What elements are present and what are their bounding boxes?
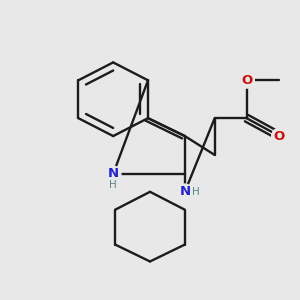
Circle shape (105, 166, 121, 182)
Circle shape (272, 128, 287, 144)
Text: N: N (108, 167, 119, 180)
Text: O: O (241, 74, 252, 87)
Text: H: H (192, 187, 200, 197)
Circle shape (239, 73, 254, 88)
Circle shape (177, 184, 193, 200)
Text: O: O (274, 130, 285, 142)
Circle shape (191, 186, 202, 197)
Text: H: H (109, 180, 117, 190)
Text: N: N (179, 185, 191, 198)
Circle shape (108, 180, 118, 190)
